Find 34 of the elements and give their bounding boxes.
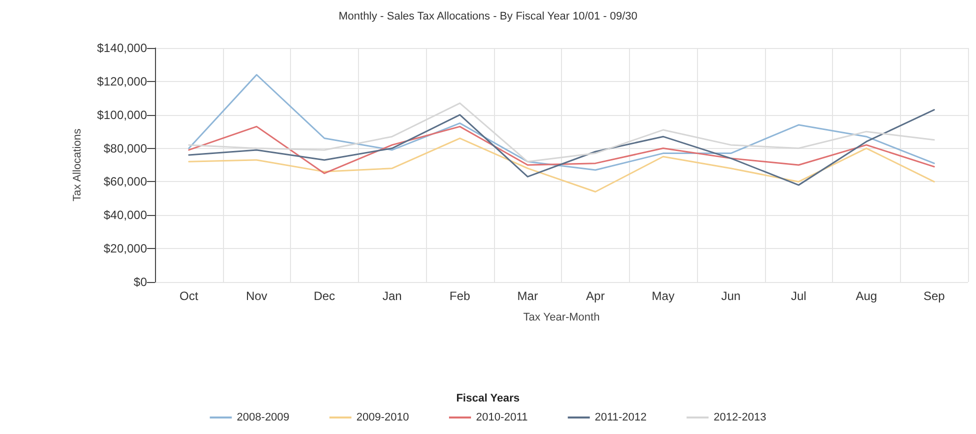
line-series	[188, 126, 935, 174]
line-series	[188, 138, 935, 192]
legend-label: 2012-2013	[714, 412, 766, 424]
x-tick-label: May	[652, 289, 674, 303]
legend-label: 2008-2009	[236, 412, 290, 424]
y-tick-label: $40,000	[104, 208, 148, 222]
legend-label: 2010-2011	[476, 412, 528, 424]
line-series	[188, 74, 935, 171]
x-tick-label: Jul	[790, 289, 806, 303]
x-tick-label: Jun	[721, 289, 741, 303]
x-tick-label: Oct	[180, 289, 199, 303]
y-tick-label: $60,000	[104, 174, 148, 189]
y-tick-label: $100,000	[96, 108, 148, 122]
y-tick-label: $0	[134, 275, 148, 289]
x-axis-title: Tax Year-Month	[523, 312, 600, 324]
x-tick-label: Aug	[856, 289, 878, 303]
x-tick-label: Nov	[246, 289, 268, 303]
x-tick-label: Feb	[450, 289, 471, 303]
x-tick-label: Sep	[923, 289, 946, 303]
x-tick-label: Dec	[314, 289, 336, 303]
y-axis-title: Tax Allocations	[72, 128, 84, 202]
y-tick-label: $20,000	[104, 242, 148, 256]
legend-label: 2009-2010	[356, 412, 410, 424]
y-tick-label: $140,000	[96, 41, 148, 55]
x-tick-label: Jan	[382, 289, 402, 303]
x-tick-label: Mar	[517, 289, 538, 303]
line-series	[188, 102, 935, 162]
legend-title: Fiscal Years	[456, 392, 520, 404]
line-series	[188, 109, 935, 186]
y-tick-label: $80,000	[104, 141, 148, 156]
legend-label: 2011-2012	[594, 412, 647, 424]
chart-title: Monthly - Sales Tax Allocations - By Fiscal Year 10/01 - 09/30	[338, 10, 638, 22]
x-tick-label: Apr	[586, 289, 605, 303]
y-tick-label: $120,000	[96, 74, 148, 88]
